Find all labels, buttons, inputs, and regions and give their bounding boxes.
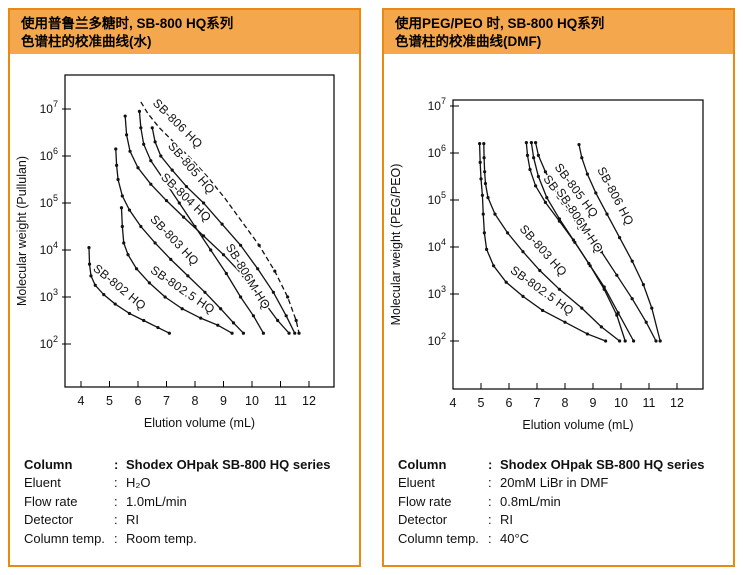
condition-colon: : (488, 457, 493, 472)
svg-text:11: 11 (643, 396, 656, 410)
svg-text:8: 8 (192, 394, 199, 408)
svg-text:7: 7 (534, 396, 541, 410)
condition-label: Detector (398, 512, 448, 528)
svg-text:12: 12 (302, 394, 316, 408)
svg-text:11: 11 (274, 394, 287, 408)
condition-value: Room temp. (126, 530, 197, 546)
header-line-1: 使用PEG/PEO 时, SB-800 HQ系列 (395, 16, 605, 31)
condition-value: Shodex OHpak SB-800 HQ series (126, 457, 331, 472)
condition-colon: : (488, 493, 492, 509)
svg-text:SB-802 HQ: SB-802 HQ (91, 261, 149, 313)
svg-text:12: 12 (670, 396, 684, 410)
svg-text:8: 8 (562, 396, 569, 410)
condition-row-column-temp: Column temp.:40°C (398, 530, 727, 548)
svg-text:102: 102 (40, 334, 58, 351)
svg-text:9: 9 (220, 394, 227, 408)
condition-label: Flow rate (398, 493, 452, 509)
svg-text:10: 10 (614, 396, 628, 410)
svg-text:105: 105 (428, 190, 446, 207)
svg-text:6: 6 (506, 396, 513, 410)
header-line-1: 使用普鲁兰多糖时, SB-800 HQ系列 (21, 16, 234, 31)
panel-pullulan-water: 使用普鲁兰多糖时, SB-800 HQ系列 色谱柱的校准曲线(水) 4 5 6 7 8 9… (8, 8, 361, 567)
panel-header: 使用PEG/PEO 时, SB-800 HQ系列 色谱柱的校准曲线(DMF) (384, 10, 733, 54)
condition-row-column: Column: Shodex OHpak SB-800 HQ series (398, 456, 727, 474)
svg-text:107: 107 (40, 99, 58, 116)
condition-value: 0.8mL/min (500, 493, 561, 509)
svg-text:9: 9 (590, 396, 597, 410)
svg-text:Molecular weight (Pullulan): Molecular weight (Pullulan) (15, 156, 29, 306)
condition-value: RI (500, 512, 513, 528)
condition-row-column: Column: Shodex OHpak SB-800 HQ series (24, 456, 353, 474)
condition-value: RI (126, 512, 139, 528)
header-line-2: 色谱柱的校准曲线(DMF) (395, 34, 542, 50)
svg-text:Elution volume (mL): Elution volume (mL) (522, 418, 633, 432)
svg-text:10: 10 (245, 394, 259, 408)
condition-value: 20mM LiBr in DMF (500, 475, 609, 491)
condition-value: H₂O (126, 475, 151, 491)
condition-colon: : (114, 512, 118, 528)
condition-row-flow-rate: Flow rate:0.8mL/min (398, 493, 727, 511)
svg-text:107: 107 (428, 96, 446, 113)
condition-row-column-temp: Column temp.: Room temp. (24, 530, 353, 548)
svg-text:5: 5 (478, 396, 485, 410)
svg-text:104: 104 (40, 240, 58, 257)
condition-label: Column (24, 457, 73, 472)
condition-label: Flow rate (24, 493, 78, 509)
svg-text:4: 4 (78, 394, 85, 408)
condition-label: Column (398, 457, 447, 472)
svg-text:103: 103 (40, 287, 58, 304)
condition-colon: : (488, 512, 492, 528)
header-line-2: 色谱柱的校准曲线(水) (21, 34, 152, 50)
condition-row-eluent: Eluent:20mM LiBr in DMF (398, 474, 727, 492)
condition-colon: : (114, 493, 118, 509)
condition-colon: : (114, 457, 119, 472)
condition-label: Eluent (24, 475, 61, 491)
condition-value: 1.0mL/min (126, 493, 187, 509)
condition-colon: : (488, 530, 492, 546)
condition-row-detector: Detector: RI (398, 511, 727, 529)
conditions-table: Column: Shodex OHpak SB-800 HQ series Elu… (384, 442, 733, 548)
svg-text:Molecular weight (PEG/PEO): Molecular weight (PEG/PEO) (389, 164, 403, 326)
condition-label: Detector (24, 512, 74, 528)
svg-text:106: 106 (428, 143, 446, 160)
svg-text:6: 6 (135, 394, 142, 408)
svg-text:103: 103 (428, 284, 446, 301)
svg-text:4: 4 (450, 396, 457, 410)
condition-row-detector: Detector: RI (24, 511, 353, 529)
svg-text:5: 5 (106, 394, 113, 408)
svg-text:Elution volume (mL): Elution volume (mL) (144, 416, 255, 430)
svg-text:7: 7 (163, 394, 170, 408)
conditions-table: Column: Shodex OHpak SB-800 HQ series Elu… (10, 442, 359, 548)
condition-colon: : (114, 475, 118, 491)
condition-colon: : (114, 530, 118, 546)
calibration-chart-dmf: 4 5 6 7 8 9 10 11 12 102 103 104 105 106 107 Elution vo… (389, 96, 704, 432)
panel-peg-peo-dmf: 使用PEG/PEO 时, SB-800 HQ系列 色谱柱的校准曲线(DMF) 4… (382, 8, 735, 567)
svg-text:106: 106 (40, 146, 58, 163)
svg-text:102: 102 (428, 331, 446, 348)
svg-text:104: 104 (428, 237, 446, 254)
svg-text:105: 105 (40, 193, 58, 210)
svg-text:SB-803 HQ: SB-803 HQ (147, 212, 201, 268)
condition-value: 40°C (500, 530, 530, 546)
condition-row-flow-rate: Flow rate:1.0mL/min (24, 493, 353, 511)
calibration-chart-water: 4 5 6 7 8 9 10 11 12 102 103 104 105 106 107 Elution vo… (15, 74, 335, 430)
panel-header: 使用普鲁兰多糖时, SB-800 HQ系列 色谱柱的校准曲线(水) (10, 10, 359, 54)
condition-label: Eluent (398, 475, 435, 491)
svg-text:SB-806M HQ: SB-806M HQ (223, 241, 274, 312)
condition-label: Column temp. (398, 530, 479, 546)
svg-text:SB-806 HQ: SB-806 HQ (594, 164, 636, 227)
condition-label: Column temp. (24, 530, 105, 546)
condition-colon: : (488, 475, 492, 491)
condition-row-eluent: Eluent: H₂O (24, 474, 353, 492)
condition-value: Shodex OHpak SB-800 HQ series (500, 457, 705, 472)
